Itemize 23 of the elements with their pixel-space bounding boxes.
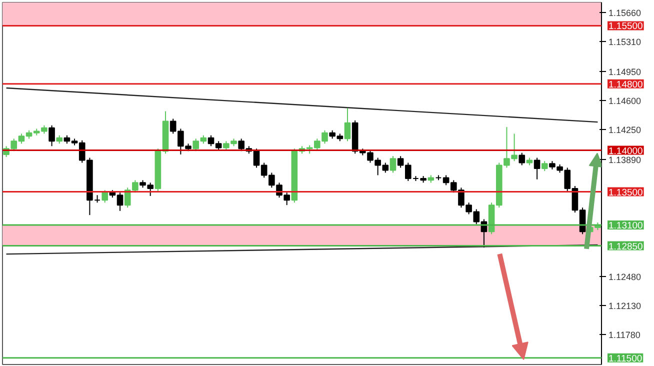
candlestick xyxy=(390,156,396,174)
ref-line-label: 1.12850 xyxy=(608,241,643,252)
y-tick-label: 1.13890 xyxy=(608,154,642,165)
candlestick xyxy=(534,157,540,180)
y-tick-label: 1.14950 xyxy=(608,66,642,77)
candlestick xyxy=(102,190,108,204)
ref-line-label: 1.11500 xyxy=(608,353,642,364)
y-tick-label: 1.14250 xyxy=(608,125,642,136)
y-tick-label: 1.11780 xyxy=(608,330,640,340)
y-tick-label: 1.12480 xyxy=(608,272,642,282)
y-tick-label: 1.15310 xyxy=(608,37,642,48)
ref-line-label: 1.14800 xyxy=(608,79,643,90)
ref-line-label: 1.13500 xyxy=(608,187,643,198)
y-tick-label: 1.12130 xyxy=(608,301,642,312)
ref-line-label: 1.13100 xyxy=(608,220,643,232)
candlestick xyxy=(541,160,548,172)
y-tick-label: 1.14600 xyxy=(608,96,642,106)
candlestick xyxy=(518,152,526,166)
candlestick xyxy=(48,124,55,147)
ref-line-label: 1.14000 xyxy=(608,146,643,157)
ref-line-label: 1.15500 xyxy=(608,21,643,32)
y-tick-label: 1.15660 xyxy=(608,8,642,18)
candlestick xyxy=(344,107,351,142)
